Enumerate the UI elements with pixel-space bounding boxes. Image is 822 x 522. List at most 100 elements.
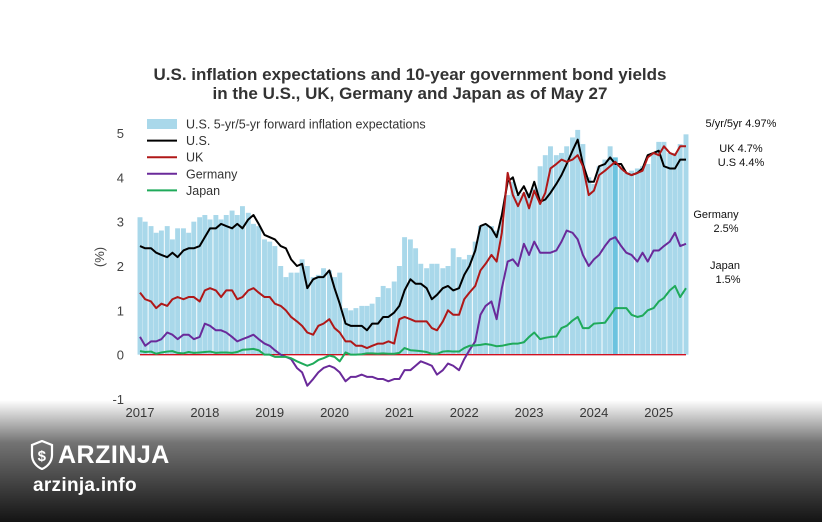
end-label: UK 4.7% xyxy=(719,143,763,155)
bar-inflation-expectations xyxy=(651,152,657,355)
bar-inflation-expectations xyxy=(348,310,354,355)
bar-inflation-expectations xyxy=(623,172,629,355)
bar-inflation-expectations xyxy=(559,152,564,355)
bar-inflation-expectations xyxy=(375,297,381,355)
bar-inflation-expectations xyxy=(618,168,624,355)
bar-inflation-expectations xyxy=(218,219,224,355)
y-tick-label: -1 xyxy=(112,392,124,407)
bar-inflation-expectations xyxy=(369,303,375,355)
end-label: U.S 4.4% xyxy=(718,157,765,169)
bar-inflation-expectations xyxy=(197,217,203,355)
bar-inflation-expectations xyxy=(564,146,570,355)
x-tick-label: 2023 xyxy=(515,405,544,420)
bar-inflation-expectations xyxy=(315,274,321,355)
bar-inflation-expectations xyxy=(521,192,527,355)
end-label: Japan xyxy=(710,260,740,272)
bar-inflation-expectations xyxy=(137,217,143,355)
bar-inflation-expectations xyxy=(239,206,245,355)
x-tick-label: 2022 xyxy=(450,405,479,420)
bar-inflation-expectations xyxy=(531,188,537,355)
series-line-germany xyxy=(139,229,687,387)
y-tick-label: 0 xyxy=(117,348,124,363)
brand-name: ARZINJA xyxy=(58,440,170,469)
series-line-us xyxy=(139,138,686,332)
bar-inflation-expectations xyxy=(656,141,662,355)
y-tick-label: 3 xyxy=(117,215,124,230)
bar-inflation-expectations xyxy=(526,192,532,355)
legend-label: U.S. 5-yr/5-yr forward inflation expecta… xyxy=(186,118,426,132)
bar-inflation-expectations xyxy=(629,170,634,355)
bar-inflation-expectations xyxy=(283,277,289,355)
bar-inflation-expectations xyxy=(429,263,435,355)
bar-inflation-expectations xyxy=(229,210,235,355)
bar-inflation-expectations xyxy=(321,268,326,355)
bar-inflation-expectations xyxy=(515,195,521,355)
bar-inflation-expectations xyxy=(148,226,154,355)
bar-inflation-expectations xyxy=(602,159,608,355)
bar-inflation-expectations xyxy=(456,257,462,355)
bar-inflation-expectations xyxy=(299,259,305,355)
bar-inflation-expectations xyxy=(596,166,602,355)
bar-inflation-expectations xyxy=(667,152,673,355)
bar-inflation-expectations xyxy=(661,141,667,355)
bar-inflation-expectations xyxy=(537,166,543,355)
chart-title-line-2: in the U.S., UK, Germany and Japan as of… xyxy=(213,84,608,103)
bar-inflation-expectations xyxy=(310,277,316,355)
bar-inflation-expectations xyxy=(326,270,332,355)
end-label: 2.5% xyxy=(713,223,738,235)
bar-inflation-expectations xyxy=(466,254,472,355)
bar-inflation-expectations xyxy=(645,164,651,355)
bar-inflation-expectations xyxy=(207,219,213,355)
bar-inflation-expectations xyxy=(542,155,548,355)
bar-inflation-expectations xyxy=(461,259,467,355)
bar-inflation-expectations xyxy=(385,288,391,355)
bar-inflation-expectations xyxy=(304,266,310,355)
bar-inflation-expectations xyxy=(424,268,430,355)
bar-inflation-expectations xyxy=(332,277,337,355)
legend-label: Japan xyxy=(186,184,220,198)
bar-inflation-expectations xyxy=(607,146,613,355)
bar-inflation-expectations xyxy=(186,232,192,355)
end-label: 5/yr/5yr 4.97% xyxy=(706,118,777,130)
bar-inflation-expectations xyxy=(548,146,553,355)
y-tick-label: 2 xyxy=(117,259,124,274)
x-tick-label: 2019 xyxy=(255,405,284,420)
bar-inflation-expectations xyxy=(272,246,278,355)
bar-inflation-expectations xyxy=(510,181,516,355)
legend-label: Germany xyxy=(186,167,238,181)
bar-inflation-expectations xyxy=(223,215,229,355)
bar-inflation-expectations xyxy=(434,263,440,355)
x-tick-label: 2025 xyxy=(644,405,673,420)
bar-inflation-expectations xyxy=(640,166,646,355)
bar-inflation-expectations xyxy=(483,223,489,355)
bar-inflation-expectations xyxy=(256,226,262,355)
legend-swatch-bar xyxy=(147,119,177,129)
end-label: Germany xyxy=(693,209,739,221)
series-line-japan xyxy=(139,284,687,367)
bar-inflation-expectations xyxy=(164,226,170,355)
bar-inflation-expectations xyxy=(489,226,494,355)
bar-inflation-expectations xyxy=(391,281,397,355)
legend-label: U.S. xyxy=(186,134,210,148)
y-tick-label: 1 xyxy=(117,303,124,318)
bar-inflation-expectations xyxy=(380,285,386,355)
lines-layer xyxy=(139,138,687,387)
bar-inflation-expectations xyxy=(169,239,175,355)
bar-inflation-expectations xyxy=(407,239,413,355)
bar-inflation-expectations xyxy=(672,152,678,355)
bar-inflation-expectations xyxy=(472,241,478,355)
bar-inflation-expectations xyxy=(213,215,219,355)
bar-inflation-expectations xyxy=(353,308,359,355)
y-tick-label: 5 xyxy=(117,126,124,141)
series-line-uk xyxy=(139,145,686,350)
bar-inflation-expectations xyxy=(402,237,408,355)
brand-site: arzinja.info xyxy=(33,475,137,496)
x-tick-label: 2020 xyxy=(320,405,349,420)
bar-inflation-expectations xyxy=(418,263,424,355)
brand-logo: $ ARZINJA xyxy=(30,440,170,470)
x-tick-label: 2018 xyxy=(190,405,219,420)
end-labels: 5/yr/5yr 4.97% UK 4.7% U.S 4.4% Germany 2.5%… xyxy=(693,118,776,286)
bar-inflation-expectations xyxy=(294,272,300,355)
bar-inflation-expectations xyxy=(343,308,349,355)
bar-inflation-expectations xyxy=(180,228,186,355)
